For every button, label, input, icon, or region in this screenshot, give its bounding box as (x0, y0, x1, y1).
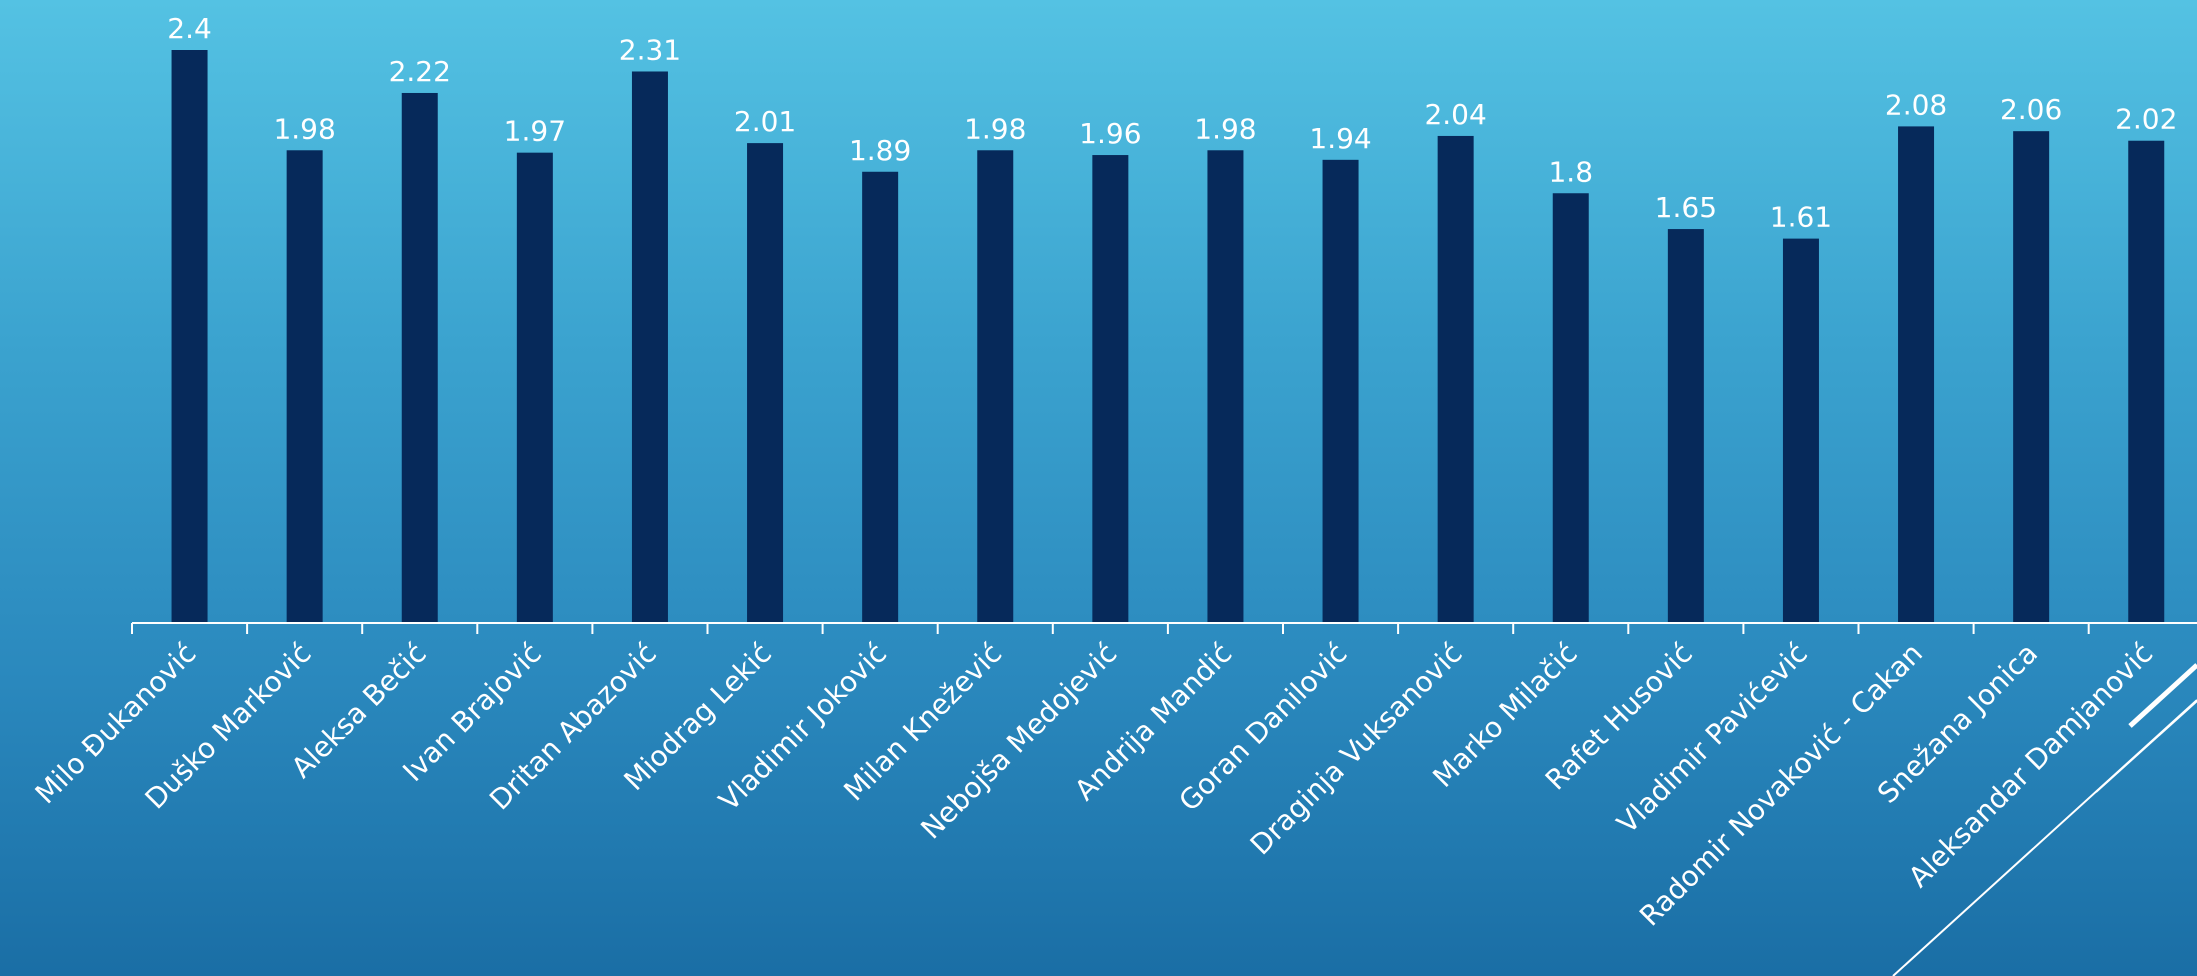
category-label: Draginja Vuksanović (1244, 637, 1469, 862)
bar (2128, 140, 2165, 623)
bar (1898, 126, 1935, 624)
data-label: 1.89 (849, 134, 911, 167)
bars-group (171, 50, 2165, 624)
bar (2013, 131, 2050, 624)
data-label: 1.98 (273, 112, 335, 145)
category-label: Vladimir Pavićević (1611, 637, 1814, 840)
data-label: 2.22 (389, 55, 451, 88)
corner-decoration (1892, 663, 2197, 976)
bar (977, 150, 1014, 623)
data-label: 2.4 (167, 12, 212, 45)
data-label: 1.98 (1194, 112, 1256, 145)
bar (631, 71, 668, 624)
bar (862, 171, 899, 623)
category-label: Aleksandar Damjanović (1902, 637, 2159, 894)
bar (171, 50, 208, 623)
bar (286, 150, 323, 623)
data-label: 1.8 (1548, 155, 1593, 188)
decor-line-thick (2128, 663, 2197, 728)
bar (1207, 150, 1244, 623)
bar (1437, 135, 1474, 623)
category-label: Nebojša Medojević (914, 637, 1123, 846)
data-label: 2.01 (734, 105, 796, 138)
value-labels-group: 2.4 1.98 2.22 1.97 2.31 2.01 1.89 1.98 1.96 1.98 1… (167, 12, 2177, 234)
bar (401, 92, 438, 624)
data-label: 1.94 (1309, 122, 1371, 155)
bar (1782, 238, 1819, 624)
data-label: 1.98 (964, 112, 1026, 145)
data-label: 1.61 (1770, 201, 1832, 234)
data-label: 1.65 (1655, 191, 1717, 224)
data-label: 2.02 (2115, 103, 2177, 136)
bar (1667, 229, 1704, 623)
data-label: 2.04 (1424, 98, 1486, 131)
data-label: 2.06 (2000, 93, 2062, 126)
bar (1552, 193, 1589, 623)
bar (1092, 155, 1129, 624)
bar (516, 152, 553, 623)
data-label: 1.96 (1079, 117, 1141, 150)
bar (747, 143, 784, 624)
x-axis (131, 622, 2197, 634)
data-label: 2.08 (1885, 88, 1947, 121)
decor-line-thin-2 (1892, 699, 2197, 976)
bar (1322, 159, 1359, 623)
data-label: 2.31 (619, 33, 681, 66)
data-label: 1.97 (504, 115, 566, 148)
